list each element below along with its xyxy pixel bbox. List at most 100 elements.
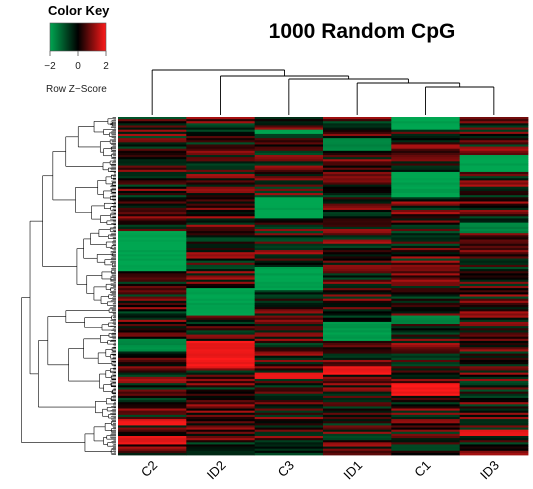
heatmap-cell bbox=[391, 364, 461, 367]
heatmap-cell bbox=[186, 319, 256, 323]
heatmap-cell bbox=[254, 117, 324, 120]
heatmap-cell bbox=[186, 237, 256, 240]
heatmap-cell bbox=[391, 368, 461, 371]
heatmap-cell bbox=[323, 370, 392, 374]
heatmap-cell bbox=[459, 176, 529, 179]
heatmap-cell bbox=[254, 290, 324, 293]
heatmap-cell bbox=[186, 296, 256, 300]
heatmap-cell bbox=[391, 205, 461, 209]
heatmap-cell bbox=[459, 245, 529, 249]
heatmap-cell bbox=[186, 119, 256, 122]
heatmap-cell bbox=[459, 159, 529, 162]
heatmap-cell bbox=[459, 355, 529, 359]
heatmap-cell bbox=[254, 214, 324, 217]
heatmap-cell bbox=[391, 203, 461, 207]
heatmap-cell bbox=[323, 324, 392, 327]
heatmap-cell bbox=[118, 427, 187, 431]
heatmap-cell bbox=[186, 391, 256, 395]
heatmap-cell bbox=[323, 207, 392, 211]
heatmap-cell bbox=[391, 326, 461, 329]
heatmap-cell bbox=[459, 184, 529, 188]
heatmap-cell bbox=[459, 340, 529, 344]
heatmap-cell bbox=[459, 366, 529, 369]
heatmap-cell bbox=[391, 144, 461, 147]
heatmap-cell bbox=[323, 258, 392, 262]
heatmap-cell bbox=[391, 159, 461, 162]
heatmap-cell bbox=[254, 161, 324, 164]
heatmap-cell bbox=[186, 131, 256, 135]
heatmap-cell bbox=[186, 150, 256, 154]
heatmap-cell bbox=[186, 406, 256, 409]
heatmap-cell bbox=[391, 298, 461, 302]
heatmap-cell bbox=[186, 311, 256, 314]
heatmap-cell bbox=[459, 235, 529, 238]
heatmap-cell bbox=[323, 186, 392, 190]
heatmap-cell bbox=[323, 178, 392, 181]
heatmap-cell bbox=[459, 406, 529, 409]
heatmap-cell bbox=[391, 357, 461, 361]
heatmap-cell bbox=[323, 174, 392, 177]
heatmap-cell bbox=[391, 366, 461, 369]
heatmap-cell bbox=[391, 414, 461, 418]
heatmap-cell bbox=[254, 423, 324, 426]
heatmap-cell bbox=[391, 353, 461, 357]
heatmap-cell bbox=[186, 374, 256, 378]
heatmap-cell bbox=[391, 231, 461, 234]
heatmap-cell bbox=[118, 184, 187, 188]
heatmap-cell bbox=[391, 393, 461, 397]
heatmap-cell bbox=[459, 425, 529, 428]
heatmap-cell bbox=[186, 256, 256, 259]
heatmap-cell bbox=[118, 163, 187, 166]
heatmap-cell bbox=[323, 250, 392, 253]
heatmap-cell bbox=[391, 376, 461, 380]
heatmap-cell bbox=[118, 397, 187, 401]
heatmap-cell bbox=[391, 271, 461, 274]
heatmap-cell bbox=[323, 176, 392, 179]
heatmap-cell bbox=[391, 283, 461, 287]
heatmap-cell bbox=[118, 290, 187, 293]
heatmap-cell bbox=[186, 188, 256, 192]
column-dendrogram bbox=[151, 69, 495, 115]
heatmap-cell bbox=[323, 273, 392, 276]
heatmap-cell bbox=[254, 275, 324, 278]
column-label: C1 bbox=[411, 458, 433, 480]
heatmap-cell bbox=[391, 184, 461, 188]
heatmap-cell bbox=[118, 266, 187, 270]
heatmap-cell bbox=[186, 353, 256, 357]
heatmap-cell bbox=[323, 421, 392, 424]
heatmap-cell bbox=[459, 397, 529, 401]
heatmap-cell bbox=[323, 231, 392, 234]
heatmap-cell bbox=[459, 193, 529, 196]
heatmap-cell bbox=[323, 338, 392, 342]
heatmap-cell bbox=[118, 410, 187, 414]
heatmap-cell bbox=[118, 431, 187, 435]
heatmap-cell bbox=[186, 224, 256, 228]
heatmap-cell bbox=[254, 381, 324, 384]
heatmap-cell bbox=[323, 233, 392, 236]
heatmap-cell bbox=[254, 142, 324, 145]
heatmap-cell bbox=[254, 442, 324, 445]
heatmap-cell bbox=[391, 260, 461, 264]
heatmap-cell bbox=[459, 133, 529, 137]
heatmap-cell bbox=[459, 387, 529, 390]
heatmap-cell bbox=[391, 241, 461, 245]
heatmap-cells bbox=[118, 117, 529, 456]
heatmap-cell bbox=[186, 440, 256, 443]
heatmap-cell bbox=[459, 370, 529, 374]
heatmap-cell bbox=[186, 298, 256, 302]
heatmap-cell bbox=[118, 117, 187, 120]
heatmap-cell bbox=[459, 269, 529, 272]
heatmap-cell bbox=[118, 174, 187, 177]
heatmap-cell bbox=[254, 410, 324, 414]
heatmap-cell bbox=[459, 292, 529, 295]
heatmap-cell bbox=[186, 359, 256, 363]
heatmap-cell bbox=[323, 133, 392, 137]
heatmap-cell bbox=[186, 340, 256, 344]
heatmap-cell bbox=[459, 452, 529, 456]
heatmap-cell bbox=[459, 324, 529, 327]
heatmap-cell bbox=[186, 425, 256, 428]
heatmap-cell bbox=[323, 452, 392, 456]
heatmap-cell bbox=[118, 279, 187, 283]
heatmap-cell bbox=[254, 397, 324, 401]
